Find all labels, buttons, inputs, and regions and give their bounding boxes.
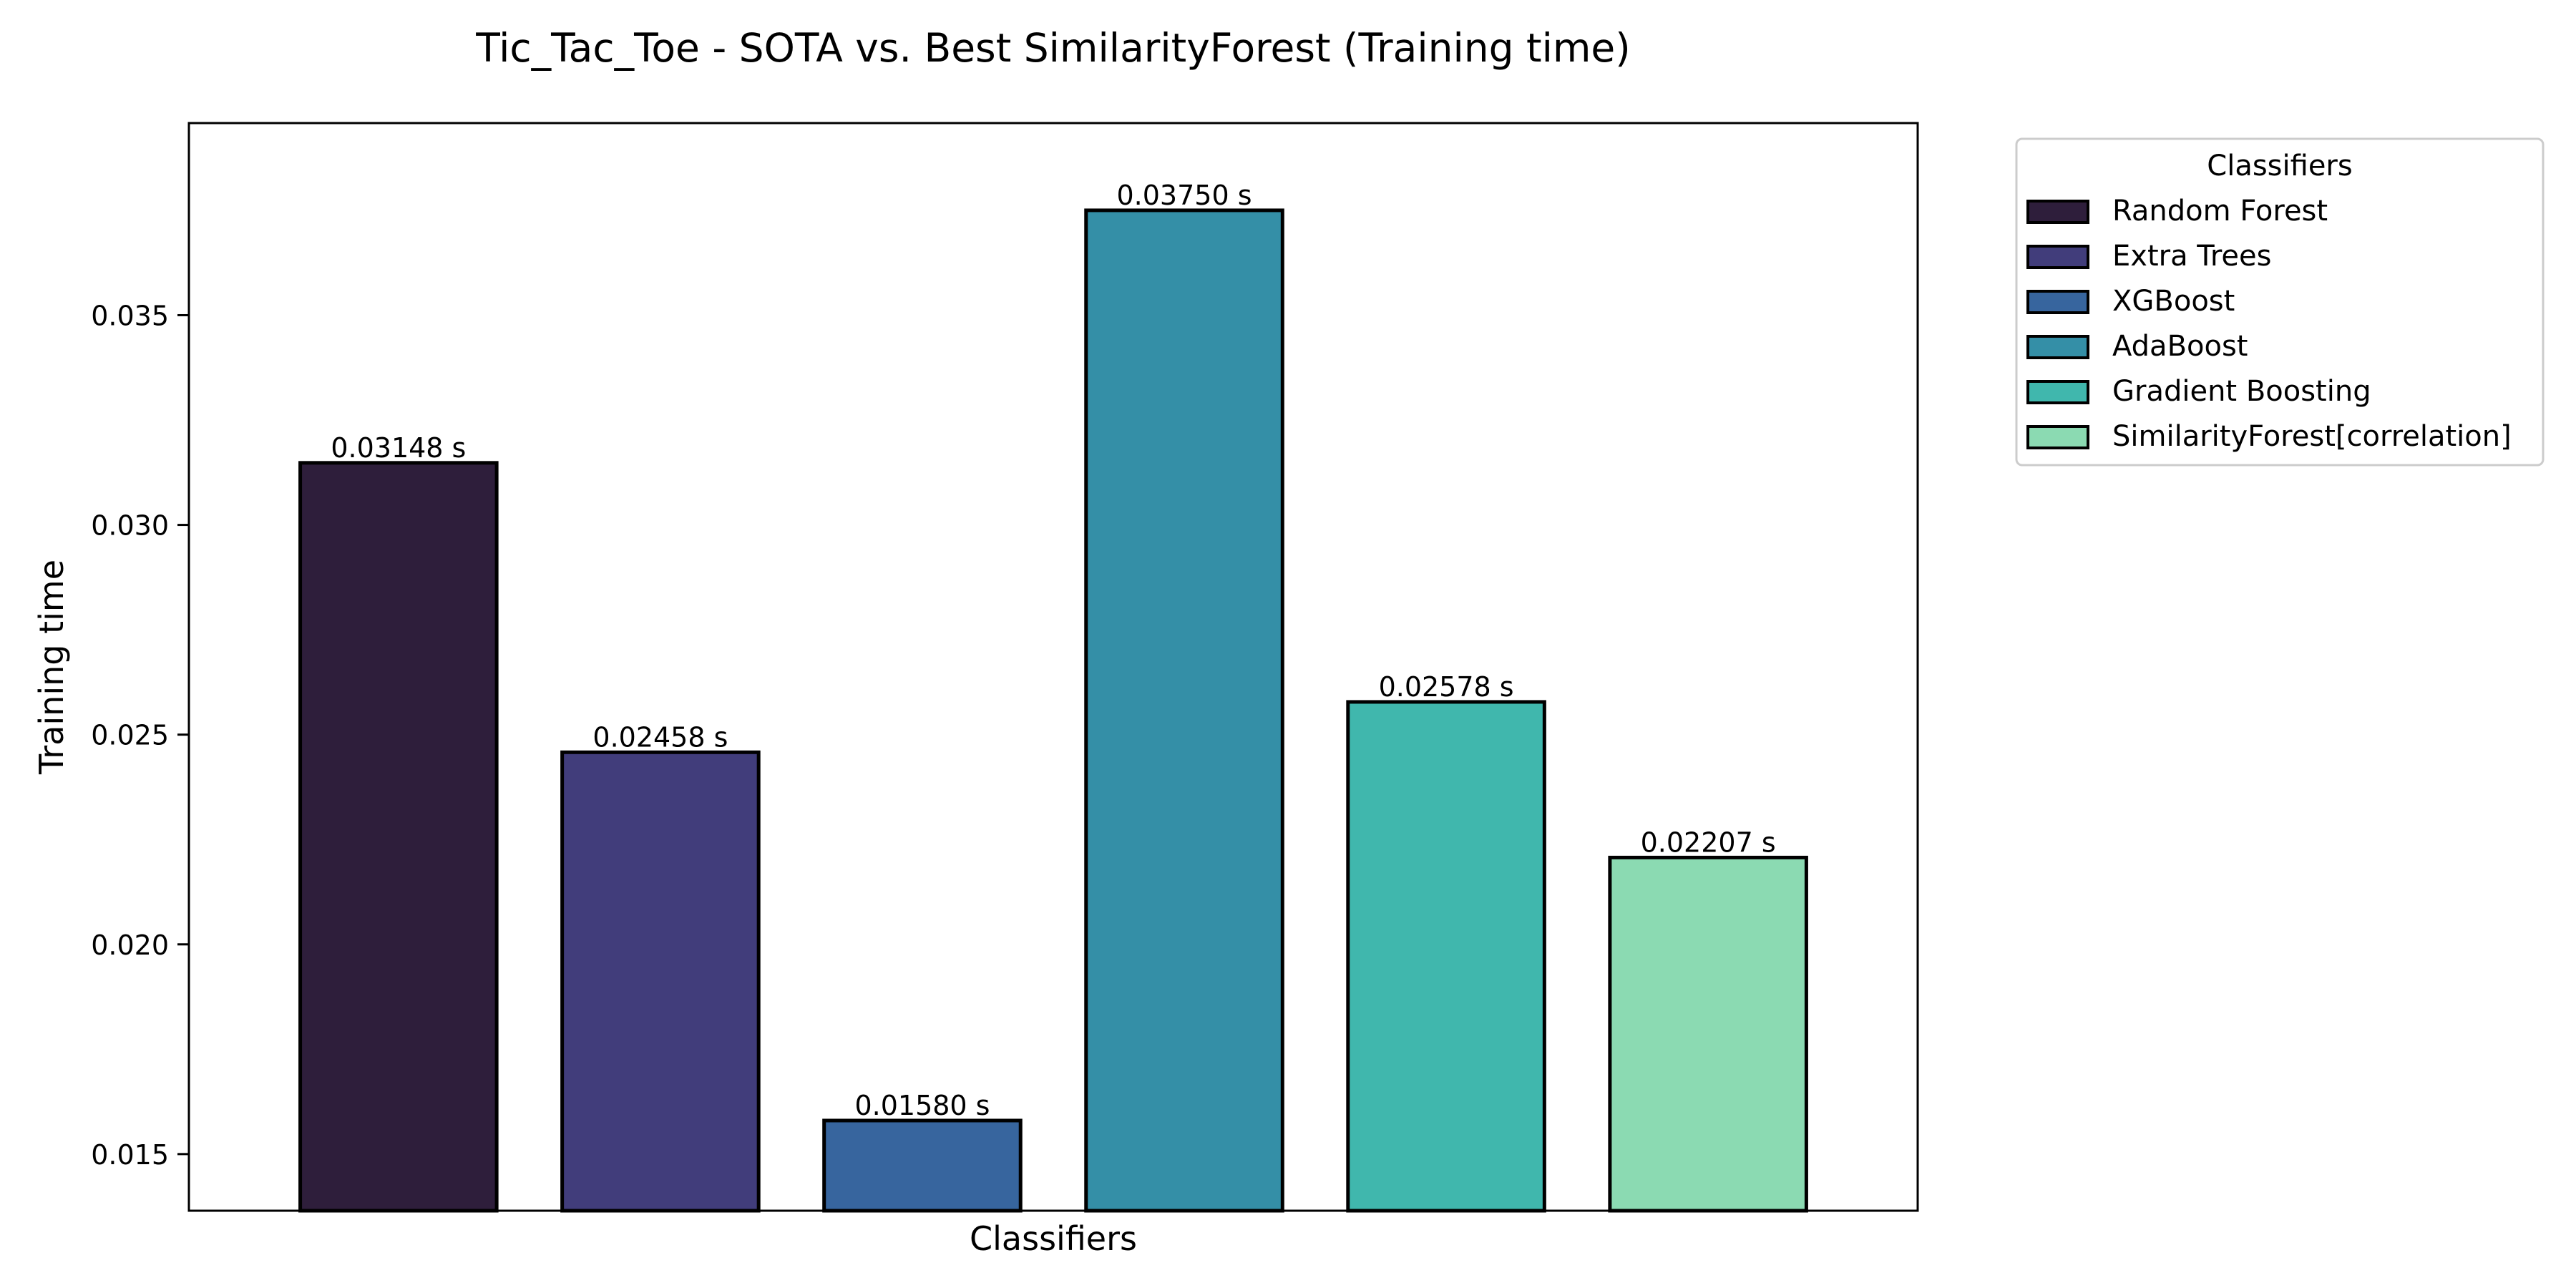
bar-value-label: 0.02458 s bbox=[592, 721, 728, 753]
legend-swatch bbox=[2026, 425, 2089, 449]
bar-extra-trees bbox=[560, 750, 761, 1213]
y-tick-label: 0.035 bbox=[91, 300, 169, 331]
y-tick-label: 0.025 bbox=[91, 720, 169, 751]
y-axis: 0.015 0.020 0.025 0.030 0.035 bbox=[91, 300, 189, 1171]
legend-frame bbox=[2015, 137, 2545, 467]
legend-entry-label: AdaBoost bbox=[2112, 330, 2248, 363]
bar-xgboost bbox=[822, 1118, 1023, 1213]
y-tick-label: 0.020 bbox=[91, 930, 169, 961]
bar-value-label: 0.02207 s bbox=[1641, 826, 1776, 858]
legend-swatch bbox=[2026, 200, 2089, 224]
y-tick-label: 0.030 bbox=[91, 510, 169, 542]
legend-swatch bbox=[2026, 290, 2089, 314]
bar-adaboost bbox=[1084, 208, 1284, 1213]
legend-entry-label: Gradient Boosting bbox=[2112, 375, 2371, 408]
legend-entry-label: XGBoost bbox=[2112, 285, 2235, 318]
bars bbox=[298, 208, 1808, 1213]
legend-swatch bbox=[2026, 380, 2089, 404]
legend-swatch bbox=[2026, 245, 2089, 269]
legend-entry-label: SimilarityForest[correlation] bbox=[2112, 420, 2512, 453]
chart-title: Tic_Tac_Toe - SOTA vs. Best SimilarityFo… bbox=[475, 25, 1630, 71]
bar-value-label: 0.02578 s bbox=[1379, 671, 1514, 703]
legend-title: Classifiers bbox=[2207, 150, 2352, 182]
legend: Classifiers Random Forest Extra Trees XGBoo… bbox=[2015, 137, 2545, 467]
y-axis-label: Training time bbox=[32, 560, 71, 775]
y-tick-label: 0.015 bbox=[91, 1139, 169, 1171]
bar-value-labels: 0.03148 s 0.02458 s 0.01580 s 0.03750 s 0.02… bbox=[331, 180, 1775, 1121]
legend-entry-label: Random Forest bbox=[2112, 195, 2328, 228]
legend-swatch bbox=[2026, 335, 2089, 359]
bar-gradient-boosting bbox=[1346, 700, 1546, 1213]
bar-random-forest bbox=[298, 461, 499, 1213]
bar-value-label: 0.01580 s bbox=[854, 1090, 990, 1121]
x-axis-label: Classifiers bbox=[970, 1219, 1137, 1258]
bar-value-label: 0.03148 s bbox=[331, 432, 466, 464]
bar-value-label: 0.03750 s bbox=[1117, 180, 1252, 211]
bar-similarityforest-correlation bbox=[1608, 855, 1808, 1213]
legend-entry-label: Extra Trees bbox=[2112, 240, 2271, 273]
